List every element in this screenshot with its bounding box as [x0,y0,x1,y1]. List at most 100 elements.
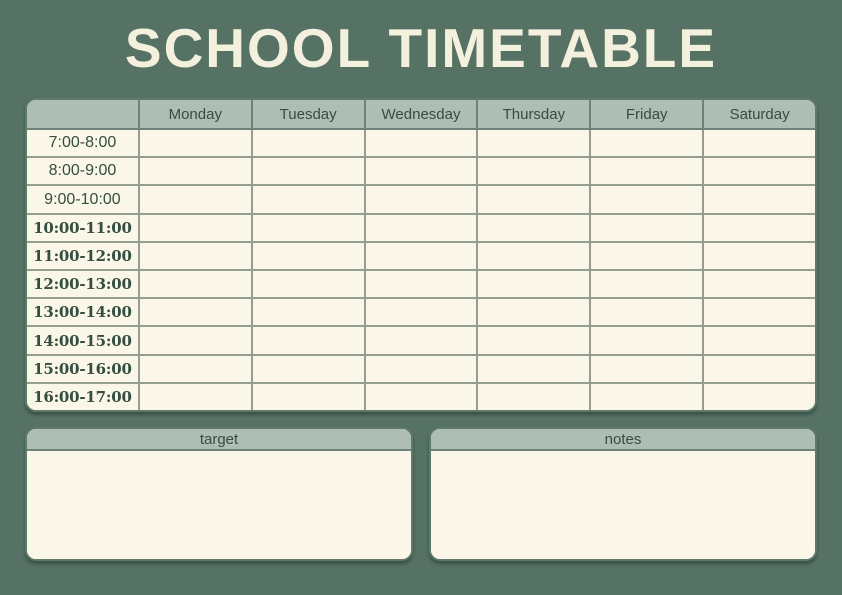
notes-label: notes [604,430,642,448]
notes-panel: notes [429,427,817,561]
time-slot-label: 14:00-15:00 [27,327,138,354]
table-row: 9:00-10:00 [27,184,815,213]
timetable-cell[interactable] [476,158,590,185]
timetable-cell[interactable] [363,242,477,270]
time-slot-label: 12:00-13:00 [27,271,138,298]
timetable-cell[interactable] [250,383,364,410]
time-slot-label: 7:00-8:00 [27,130,138,157]
timetable-cell[interactable] [363,271,477,298]
timetable-cell[interactable] [702,355,815,382]
time-slot-label: 8:00-9:00 [27,158,138,185]
timetable-cell[interactable] [250,355,364,382]
notes-panel-header: notes [431,429,815,451]
timetable-cell[interactable] [137,158,251,185]
day-header-thursday: Thursday [476,100,589,128]
day-header-monday: Monday [137,100,251,128]
timetable-cell[interactable] [476,242,590,270]
timetable-cell[interactable] [363,158,477,185]
timetable-cell[interactable] [250,186,364,213]
timetable-cell[interactable] [702,299,815,326]
timetable-cell[interactable] [476,271,590,298]
timetable-cell[interactable] [702,271,815,298]
table-row: 14:00-15:00 [27,325,815,354]
timetable: Monday Tuesday Wednesday Thursday Friday Satu… [25,98,817,412]
timetable-cell[interactable] [137,186,251,213]
table-row: 13:00-14:00 [27,297,815,326]
table-row: 11:00-12:00 [27,240,815,270]
timetable-cell[interactable] [363,299,477,326]
timetable-cell[interactable] [702,130,815,157]
timetable-cell[interactable] [476,299,590,326]
timetable-cell[interactable] [476,383,590,410]
timetable-cell[interactable] [363,355,477,382]
timetable-cell[interactable] [250,214,364,241]
target-input-area[interactable] [27,451,411,559]
time-slot-label: 13:00-14:00 [27,299,138,326]
timetable-cell[interactable] [250,130,364,157]
timetable-cell[interactable] [476,186,590,213]
timetable-cell[interactable] [702,327,815,354]
timetable-cell[interactable] [363,383,477,410]
table-row: 16:00-17:00 [27,381,815,410]
day-header-tuesday: Tuesday [250,100,364,128]
timetable-cell[interactable] [589,299,703,326]
timetable-cell[interactable] [702,242,815,270]
day-header-wednesday: Wednesday [363,100,477,128]
timetable-cell[interactable] [589,242,703,270]
timetable-cell[interactable] [589,327,703,354]
timetable-cell[interactable] [250,299,364,326]
timetable-cell[interactable] [589,271,703,298]
timetable-cell[interactable] [250,271,364,298]
timetable-cell[interactable] [476,130,590,157]
timetable-cell[interactable] [702,214,815,241]
timetable-cell[interactable] [476,327,590,354]
table-row: 10:00-11:00 [27,212,815,241]
table-row: 7:00-8:00 [27,130,815,157]
target-panel-header: target [27,429,411,451]
timetable-cell[interactable] [589,158,703,185]
timetable-cell[interactable] [137,271,251,298]
timetable-cell[interactable] [589,383,703,410]
timetable-cell[interactable] [250,158,364,185]
timetable-cell[interactable] [137,327,251,354]
page-title: SCHOOL TIMETABLE [124,17,718,79]
time-slot-label: 16:00-17:00 [27,383,138,410]
timetable-cell[interactable] [363,327,477,354]
timetable-cell[interactable] [363,214,477,241]
table-row: 8:00-9:00 [27,156,815,185]
table-row: 12:00-13:00 [27,269,815,298]
timetable-cell[interactable] [363,186,477,213]
timetable-cell[interactable] [476,214,590,241]
timetable-cell[interactable] [702,158,815,185]
timetable-corner-cell [27,100,138,128]
notes-input-area[interactable] [431,451,815,559]
timetable-cell[interactable] [589,130,703,157]
timetable-cell[interactable] [589,186,703,213]
timetable-cell[interactable] [250,327,364,354]
day-header-friday: Friday [589,100,702,128]
timetable-cell[interactable] [137,355,251,382]
target-label: target [199,430,239,448]
time-slot-label: 10:00-11:00 [27,214,138,241]
timetable-cell[interactable] [137,214,251,241]
time-slot-label: 11:00-12:00 [27,242,138,270]
timetable-header-row: Monday Tuesday Wednesday Thursday Friday Satu… [27,100,815,130]
timetable-cell[interactable] [702,186,815,213]
target-panel: target [25,427,413,561]
timetable-cell[interactable] [589,214,703,241]
timetable-cell[interactable] [476,355,590,382]
time-slot-label: 9:00-10:00 [27,186,138,213]
time-slot-label: 15:00-16:00 [27,355,138,382]
timetable-cell[interactable] [250,242,364,270]
timetable-body: 7:00-8:00 8:00-9:00 9:00-10:00 10:00-11:00 1… [27,130,815,410]
day-header-saturday: Saturday [702,100,815,128]
timetable-cell[interactable] [702,383,815,410]
timetable-cell[interactable] [363,130,477,157]
timetable-cell[interactable] [137,130,251,157]
timetable-cell[interactable] [137,242,251,270]
table-row: 15:00-16:00 [27,353,815,382]
timetable-cell[interactable] [137,299,251,326]
timetable-cell[interactable] [589,355,703,382]
timetable-cell[interactable] [137,383,251,410]
